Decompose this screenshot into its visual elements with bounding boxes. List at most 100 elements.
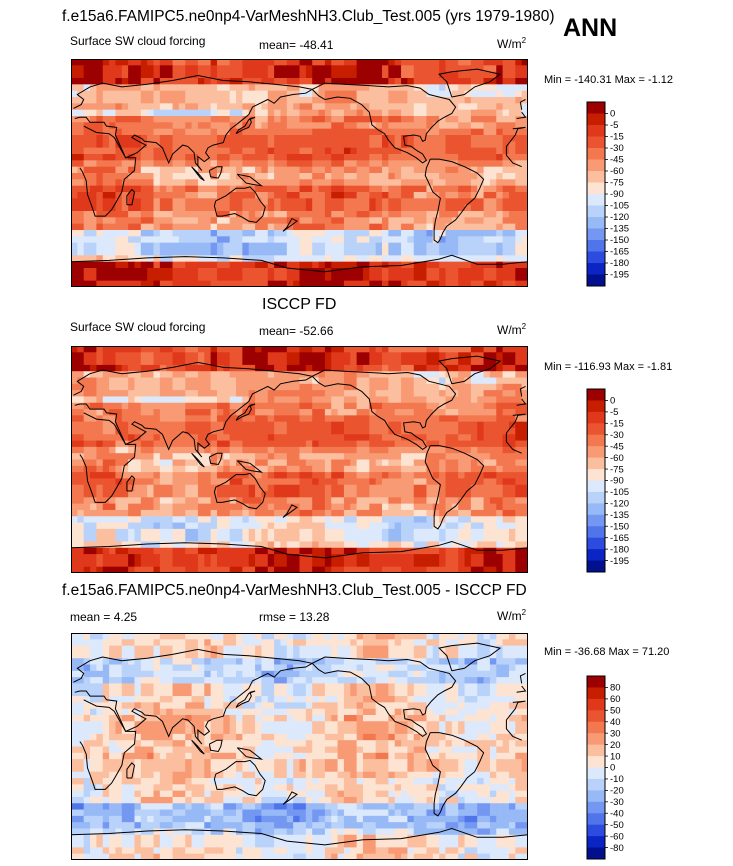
- map-cell: [496, 103, 504, 111]
- map-cell: [140, 230, 148, 237]
- map-cell: [470, 59, 478, 66]
- map-cell: [299, 268, 307, 275]
- map-cell: [388, 135, 396, 142]
- map-cell: [343, 472, 351, 480]
- map-cell: [159, 274, 167, 282]
- map-cell: [140, 402, 148, 410]
- map-cell: [261, 211, 269, 218]
- map-cell: [445, 166, 453, 174]
- map-cell: [96, 346, 104, 353]
- map-cell: [458, 122, 466, 130]
- map-cell: [439, 116, 447, 123]
- map-cell: [147, 236, 155, 244]
- map-cell: [255, 255, 263, 263]
- map-cell: [299, 223, 307, 231]
- map-cell: [121, 280, 129, 287]
- map-cell: [502, 358, 510, 366]
- map-cell: [464, 166, 472, 174]
- map-cell: [71, 204, 78, 212]
- map-cell: [128, 371, 136, 379]
- map-cell: [248, 59, 256, 66]
- map-cell: [483, 465, 491, 473]
- map-cell: [312, 160, 320, 168]
- map-cell: [178, 497, 186, 505]
- map-cell: [236, 154, 243, 161]
- map-cell: [159, 154, 167, 161]
- map-cell: [280, 116, 288, 123]
- map-cell: [401, 390, 409, 398]
- map-cell: [77, 358, 85, 366]
- map-cell: [197, 109, 205, 117]
- map-cell: [115, 535, 123, 543]
- map-cell: [216, 453, 224, 461]
- map-cell: [502, 352, 510, 360]
- map-cell: [331, 217, 339, 225]
- map-cell: [147, 109, 155, 117]
- map-cell: [242, 478, 250, 486]
- map-cell: [458, 78, 466, 85]
- map-cell: [90, 103, 97, 111]
- map-cell: [197, 141, 205, 149]
- map-cell: [324, 135, 332, 142]
- map-cell: [216, 346, 224, 353]
- map-cell: [134, 192, 142, 199]
- map-cell: [96, 59, 104, 66]
- map-cell: [388, 78, 396, 85]
- map-cell: [451, 242, 459, 250]
- map-cell: [134, 84, 142, 92]
- map-cell: [159, 459, 167, 467]
- map-cell: [293, 280, 301, 287]
- map-cell: [337, 516, 345, 524]
- map-cell: [420, 103, 428, 111]
- map-cell: [382, 478, 389, 486]
- map-cell: [255, 65, 263, 73]
- map-cell: [134, 122, 142, 130]
- map-cell: [305, 173, 313, 180]
- map-cell: [115, 192, 123, 199]
- map-cell: [382, 541, 389, 549]
- map-cell: [369, 383, 377, 391]
- map-cell: [502, 230, 510, 237]
- map-cell: [477, 122, 485, 130]
- map-cell: [318, 541, 326, 549]
- map-cell: [515, 192, 523, 199]
- map-cell: [178, 274, 186, 282]
- map-cell: [229, 116, 237, 123]
- map-cell: [305, 103, 313, 111]
- map-cell: [267, 434, 275, 442]
- map-cell: [299, 472, 307, 480]
- map-cell: [96, 116, 104, 123]
- map-cell: [255, 261, 263, 269]
- map-cell: [299, 402, 307, 410]
- map-cell: [121, 160, 129, 168]
- map-cell: [382, 516, 389, 524]
- map-cell: [515, 509, 523, 517]
- map-cell: [477, 465, 485, 473]
- map-cell: [420, 135, 428, 142]
- map-cell: [388, 90, 396, 98]
- map-cell: [274, 459, 282, 467]
- map-cell: [439, 377, 447, 385]
- map-cell: [362, 446, 370, 454]
- map-cell: [445, 109, 453, 117]
- map-cell: [350, 71, 358, 79]
- map-cell: [128, 122, 136, 130]
- map-cell: [293, 147, 301, 155]
- map-cell: [369, 97, 377, 104]
- map-cell: [121, 383, 129, 391]
- map-cell: [331, 242, 339, 250]
- map-cell: [147, 204, 155, 212]
- map-cell: [216, 84, 224, 92]
- map-cell: [280, 128, 288, 136]
- map-cell: [128, 509, 136, 517]
- map-cell: [299, 122, 307, 130]
- map-cell: [362, 242, 370, 250]
- map-cell: [280, 528, 288, 536]
- map-cell: [451, 465, 459, 473]
- map-cell: [420, 211, 428, 218]
- map-cell: [153, 109, 161, 117]
- map-cell: [255, 268, 263, 275]
- map-cell: [172, 484, 180, 492]
- map-cell: [261, 230, 269, 237]
- map-cell: [426, 396, 434, 404]
